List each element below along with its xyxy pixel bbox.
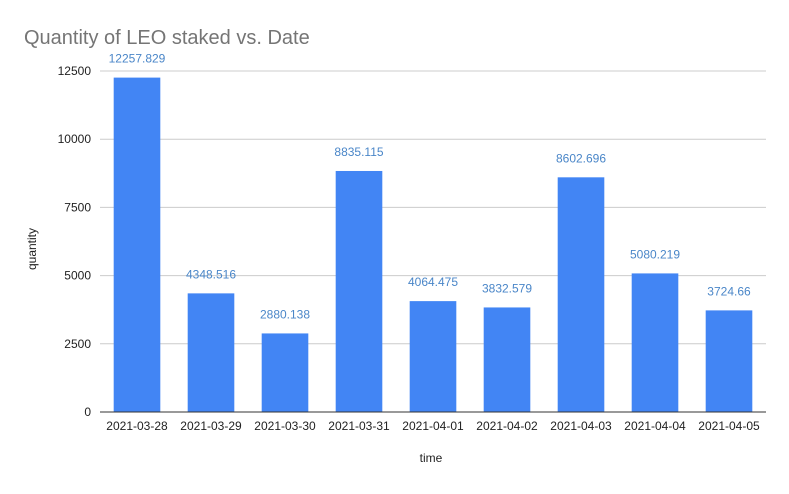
bar xyxy=(557,177,605,412)
data-labels: 12257.829 4348.516 2880.138 8835.115 4064.47… xyxy=(109,52,751,322)
x-axis-label: time xyxy=(420,451,443,465)
data-label: 2880.138 xyxy=(260,307,310,321)
x-tick-label: 2021-04-04 xyxy=(624,419,686,433)
x-tick-label: 2021-04-01 xyxy=(402,419,464,433)
x-tick-label: 2021-04-03 xyxy=(550,419,612,433)
data-label: 4348.516 xyxy=(186,267,236,281)
y-tick-label: 12500 xyxy=(58,64,92,78)
data-label: 3724.66 xyxy=(707,284,751,298)
bar xyxy=(483,307,531,412)
x-tick-label: 2021-03-28 xyxy=(106,419,168,433)
x-tick-label: 2021-03-30 xyxy=(254,419,316,433)
data-label: 8835.115 xyxy=(334,145,383,159)
data-label: 12257.829 xyxy=(109,52,166,66)
bar xyxy=(409,301,457,412)
x-tick-label: 2021-04-02 xyxy=(476,419,538,433)
data-label: 3832.579 xyxy=(482,281,532,295)
y-tick-label: 2500 xyxy=(64,337,91,351)
y-axis-label: quantity xyxy=(25,228,39,270)
y-tick-label: 0 xyxy=(84,405,91,419)
data-label: 4064.475 xyxy=(408,275,458,289)
x-tick-label: 2021-04-05 xyxy=(698,419,760,433)
x-tick-label: 2021-03-29 xyxy=(180,419,242,433)
bar xyxy=(187,293,235,412)
bar xyxy=(335,170,383,412)
bar xyxy=(631,273,679,412)
y-tick-label: 5000 xyxy=(64,269,91,283)
y-axis-ticks: 0 2500 5000 7500 10000 12500 xyxy=(58,64,92,419)
chart-title: Quantity of LEO staked vs. Date xyxy=(24,27,310,49)
data-label: 5080.219 xyxy=(630,247,680,261)
bars xyxy=(113,77,753,413)
data-label: 8602.696 xyxy=(556,151,606,165)
x-tick-label: 2021-03-31 xyxy=(328,419,390,433)
x-axis-ticks: 2021-03-28 2021-03-29 2021-03-30 2021-03-31… xyxy=(106,419,760,433)
bar xyxy=(113,77,161,413)
bar xyxy=(261,333,309,412)
y-tick-label: 10000 xyxy=(58,132,92,146)
bar xyxy=(705,310,753,412)
y-tick-label: 7500 xyxy=(64,200,91,214)
